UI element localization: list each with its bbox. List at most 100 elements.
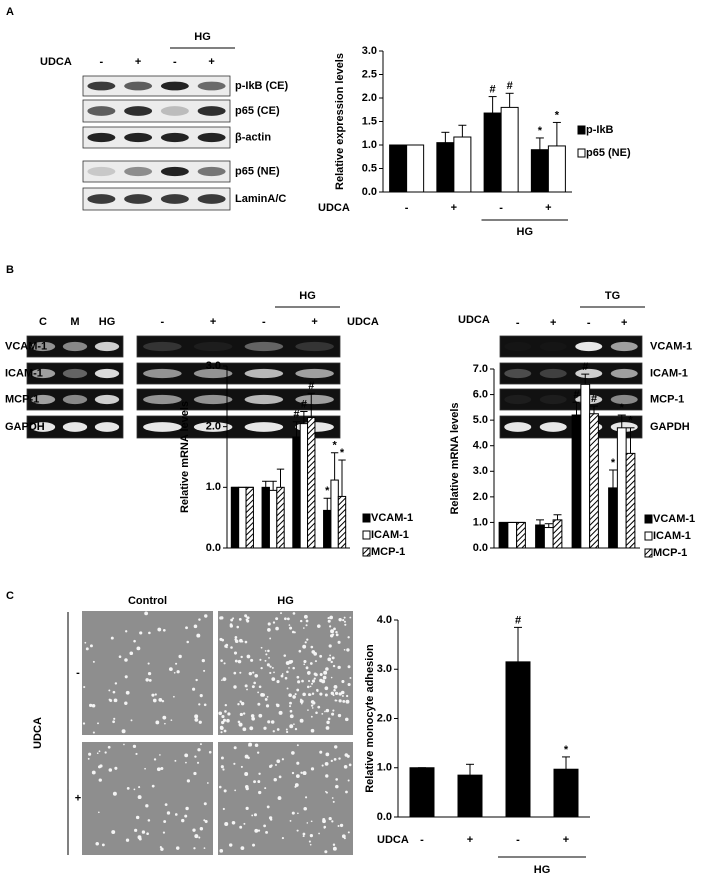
blot-strip [136, 388, 341, 411]
cell [338, 617, 342, 622]
band [62, 341, 88, 352]
band [193, 368, 233, 379]
significance-marker: * [325, 485, 330, 497]
cell [154, 693, 157, 696]
cell [239, 671, 242, 674]
cell [296, 675, 300, 679]
cell [308, 840, 311, 843]
cell [275, 764, 277, 766]
cell [270, 764, 273, 767]
cell [330, 660, 333, 664]
bar [547, 145, 566, 193]
cell [224, 703, 228, 707]
cell [234, 636, 238, 639]
cell [118, 655, 122, 659]
cell [263, 726, 267, 730]
cell [223, 729, 227, 733]
cell [240, 701, 245, 706]
cell [319, 673, 323, 677]
cell [332, 846, 337, 851]
cell [291, 630, 295, 634]
bar [498, 521, 509, 549]
cell [302, 832, 306, 836]
bar [571, 414, 582, 549]
cell [125, 690, 130, 695]
y-tick-label: 1.5 [362, 115, 377, 127]
band [160, 166, 189, 177]
cell [260, 666, 263, 670]
cell [138, 786, 141, 789]
cell [246, 616, 250, 620]
lane-label: + [550, 317, 556, 329]
x-tick-label: + [545, 202, 551, 214]
cell [242, 727, 247, 732]
cell [252, 685, 255, 688]
cell [222, 807, 225, 811]
band [62, 394, 88, 405]
cell [95, 842, 99, 846]
blot-row-label: VCAM-1 [5, 340, 47, 352]
cell [208, 750, 212, 754]
cell [338, 699, 342, 703]
band [197, 81, 226, 91]
cell [289, 705, 292, 708]
image-column-label: Control [128, 595, 167, 607]
cell [330, 634, 334, 638]
cell [284, 676, 288, 680]
cell [289, 820, 292, 822]
blot-row-label: LaminA/C [235, 193, 286, 205]
cell [98, 811, 100, 814]
blot-strip [136, 362, 341, 385]
significance-marker: # [490, 83, 496, 95]
lane-label: HG [99, 316, 116, 328]
cell [291, 771, 295, 775]
cell [170, 719, 173, 722]
x-tick-label: - [516, 834, 520, 846]
cell [300, 702, 303, 705]
bar [307, 417, 316, 549]
cell [112, 791, 117, 796]
cell [297, 812, 299, 815]
cell [349, 616, 352, 619]
cell [195, 678, 198, 682]
cell [333, 757, 337, 761]
cell [254, 828, 259, 833]
cell [144, 767, 146, 770]
cell [246, 688, 248, 691]
y-axis-label: Relative expression levels [334, 53, 346, 190]
cell [334, 745, 338, 749]
cell [331, 820, 334, 823]
cell [223, 662, 226, 665]
cell [194, 755, 197, 758]
cell [219, 726, 224, 731]
cell [296, 829, 299, 832]
band [94, 394, 120, 405]
band [197, 194, 226, 204]
band [295, 341, 334, 352]
significance-marker: # [308, 380, 314, 392]
cell [185, 806, 189, 811]
cell [346, 648, 350, 652]
cell [258, 772, 261, 775]
cell [267, 720, 271, 724]
blot-strip [82, 187, 231, 211]
band [539, 368, 567, 379]
cell [338, 757, 341, 760]
cell [337, 825, 340, 827]
cell [198, 720, 202, 724]
cell [254, 743, 259, 748]
cell [330, 691, 334, 695]
legend-label: ICAM-1 [371, 529, 409, 541]
y-tick-label: 2.0 [377, 712, 392, 724]
blot-row-label: p-IkB (CE) [235, 80, 289, 92]
cell [329, 654, 332, 657]
band [610, 368, 638, 379]
cell [265, 653, 268, 656]
cell [349, 676, 352, 679]
bar [543, 527, 554, 549]
cell [325, 790, 327, 793]
bar [625, 452, 636, 549]
significance-marker: * [538, 125, 543, 137]
legend-label: MCP-1 [653, 547, 687, 559]
cell [269, 671, 272, 675]
